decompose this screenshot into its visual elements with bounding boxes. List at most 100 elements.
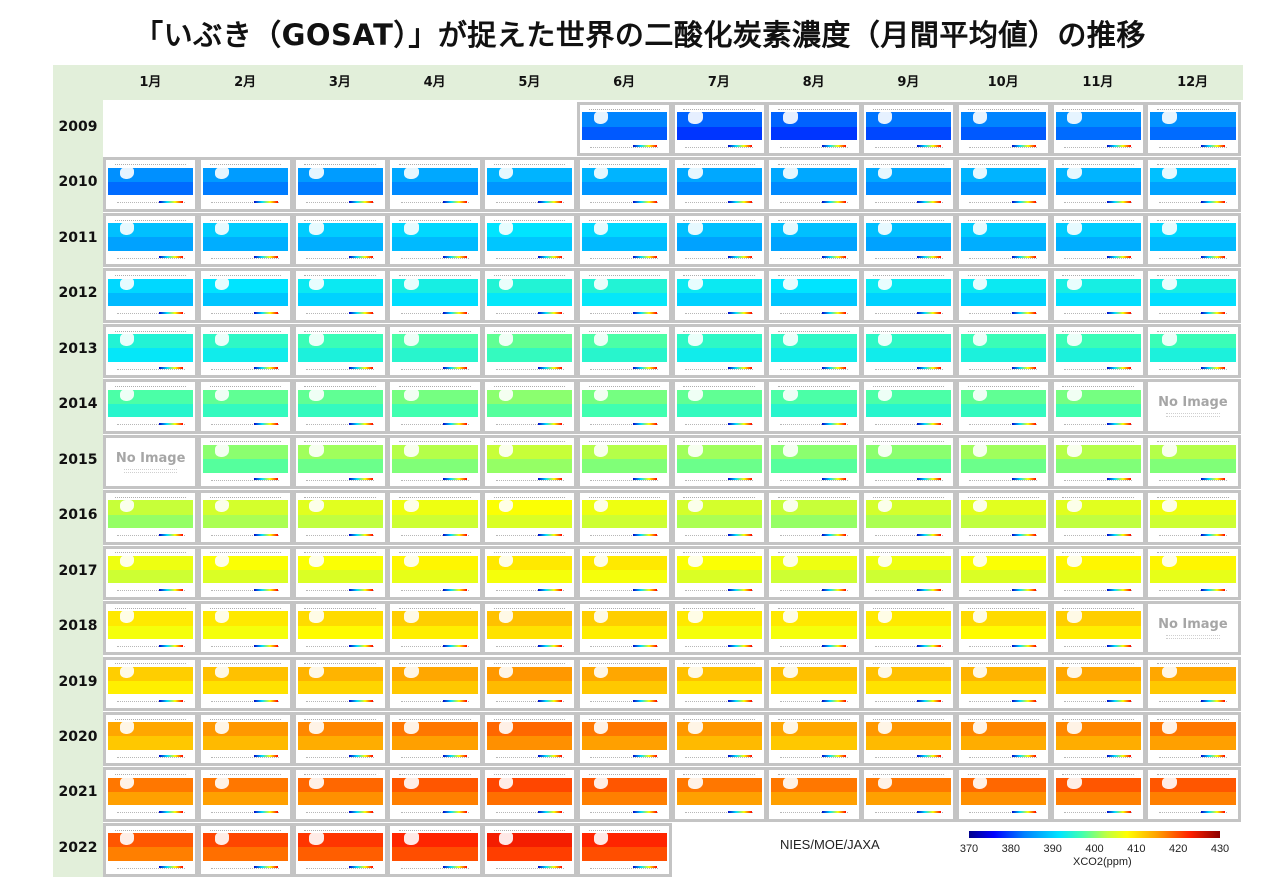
world-map-icon	[676, 772, 762, 817]
map-tile-2020-5	[482, 711, 578, 767]
map-tile-2012-12	[1145, 268, 1241, 323]
map-tile-2014-12: No Image	[1145, 379, 1241, 434]
map-tile-2020-2	[197, 711, 293, 767]
mini-colorbar	[253, 533, 278, 536]
world-map-icon	[1055, 661, 1141, 706]
world-map-icon	[581, 273, 667, 318]
map-tile-2021-9	[861, 767, 957, 822]
world-map-icon	[1150, 328, 1236, 374]
world-map-icon	[108, 661, 194, 706]
no-image-label: No Image	[115, 450, 186, 466]
no-image-label: No Image	[1158, 617, 1228, 633]
map-tile-2012-2	[197, 268, 293, 323]
mini-colorbar	[1011, 589, 1036, 592]
year-label: 2013	[58, 340, 98, 357]
world-map-icon	[866, 661, 952, 706]
mini-colorbar	[632, 311, 657, 314]
mini-colorbar	[253, 256, 278, 259]
map-tile-2012-5	[482, 268, 578, 323]
mini-colorbar	[822, 699, 847, 702]
world-map-icon	[771, 716, 857, 762]
month-label: 11月	[1082, 75, 1114, 90]
mini-colorbar	[538, 533, 562, 536]
mini-colorbar	[159, 810, 183, 813]
mini-colorbar	[159, 200, 183, 203]
world-map-icon	[676, 328, 762, 374]
map-tile-2019-3	[292, 656, 388, 711]
mini-colorbar	[253, 810, 278, 813]
mini-colorbar	[443, 311, 468, 314]
map-tile-2010-7	[671, 157, 767, 212]
map-tile-2018-8	[766, 601, 862, 656]
map-tile-2013-6	[576, 323, 672, 379]
map-tile-2013-11	[1050, 323, 1146, 379]
map-tile-2013-8	[766, 323, 862, 379]
year-label: 2016	[58, 507, 98, 524]
world-map-icon	[866, 772, 952, 817]
map-tile-2016-12	[1145, 490, 1241, 545]
world-map-icon	[1055, 107, 1141, 152]
map-tile-2012-3	[292, 268, 388, 323]
mini-colorbar	[727, 256, 752, 259]
world-map-icon	[581, 328, 667, 374]
world-map-icon	[960, 217, 1046, 263]
mini-colorbar	[1011, 533, 1036, 536]
mini-colorbar	[538, 755, 562, 758]
map-tile-2009-11	[1050, 102, 1146, 157]
year-label: 2011	[58, 229, 98, 246]
world-map-icon	[771, 550, 857, 596]
mini-colorbar	[727, 533, 752, 536]
map-tile-2021-11	[1050, 767, 1146, 822]
world-map-icon	[1150, 661, 1236, 706]
mini-colorbar	[632, 367, 657, 370]
mini-colorbar	[822, 589, 847, 592]
world-map-icon	[297, 606, 383, 651]
mini-colorbar	[1201, 311, 1226, 314]
mini-colorbar	[253, 200, 278, 203]
year-label: 2021	[58, 784, 98, 801]
map-tile-2020-7	[671, 711, 767, 767]
map-tile-2012-6	[576, 268, 672, 323]
map-tile-2018-9	[861, 601, 957, 656]
mini-colorbar	[822, 644, 847, 647]
mini-colorbar	[632, 533, 657, 536]
map-tile-2015-1: No Image	[103, 434, 199, 490]
mini-colorbar	[917, 810, 941, 813]
map-tile-2017-1	[103, 545, 199, 601]
world-map-icon	[771, 328, 857, 374]
world-map-icon	[676, 162, 762, 207]
world-map-icon	[297, 217, 383, 263]
colorbar	[969, 831, 1220, 838]
map-tile-2013-9	[861, 323, 957, 379]
map-tile-2011-8	[766, 212, 862, 268]
world-map-icon	[487, 439, 573, 485]
world-map-icon	[1055, 716, 1141, 762]
world-map-icon	[771, 217, 857, 263]
mini-colorbar	[443, 533, 468, 536]
map-tile-2013-3	[292, 323, 388, 379]
world-map-icon	[297, 495, 383, 540]
mini-colorbar	[917, 589, 941, 592]
mini-colorbar	[538, 644, 562, 647]
map-tile-2016-8	[766, 490, 862, 545]
mini-colorbar	[253, 311, 278, 314]
world-map-icon	[392, 827, 478, 873]
colorbar-tick: 420	[1168, 843, 1188, 855]
map-tile-2021-12	[1145, 767, 1241, 822]
map-tile-2015-2	[197, 434, 293, 490]
world-map-icon	[202, 550, 288, 596]
mini-colorbar	[917, 644, 941, 647]
map-tile-2020-1	[103, 711, 199, 767]
mini-colorbar	[253, 644, 278, 647]
map-tile-2021-6	[576, 767, 672, 822]
world-map-icon	[202, 772, 288, 817]
mini-colorbar	[1201, 699, 1226, 702]
world-map-icon	[392, 328, 478, 374]
map-tile-2015-8	[766, 434, 862, 490]
world-map-icon	[1055, 495, 1141, 540]
map-tile-2011-9	[861, 212, 957, 268]
map-tile-2015-10	[955, 434, 1051, 490]
mini-colorbar	[632, 644, 657, 647]
map-tile-2020-10	[955, 711, 1051, 767]
world-map-icon	[202, 495, 288, 540]
